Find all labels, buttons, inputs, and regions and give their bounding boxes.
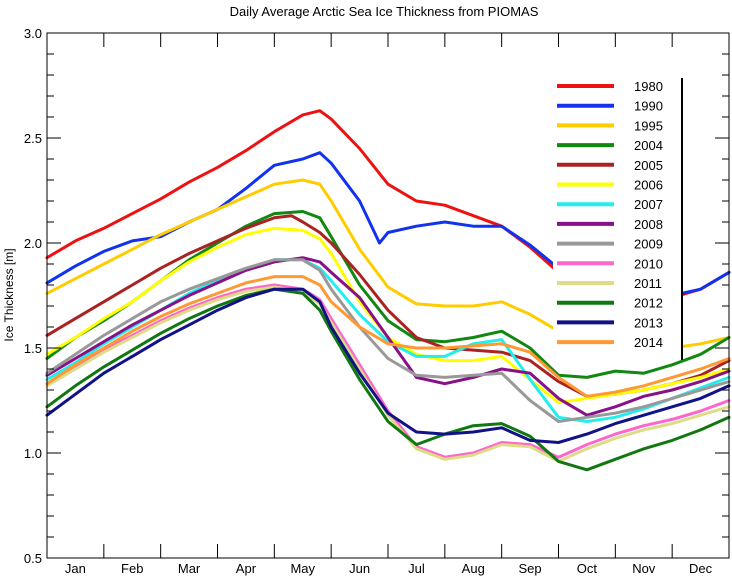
y-tick-label: 2.5 (24, 131, 42, 146)
series-layer (45, 109, 731, 472)
chart-title: Daily Average Arctic Sea Ice Thickness f… (230, 4, 539, 19)
x-tick-label-dec: Dec (689, 561, 713, 576)
legend-label-1990: 1990 (634, 99, 663, 114)
x-tick-label-nov: Nov (632, 561, 656, 576)
y-tick-label: 0.5 (24, 551, 42, 566)
series-line-2014 (45, 275, 731, 398)
legend: 1980 1990 1995 2004 2005 2006 2007 2008 2009 2010… (553, 78, 683, 360)
legend-label-1980: 1980 (634, 79, 663, 94)
series-line-2009 (45, 258, 731, 423)
legend-label-2005: 2005 (634, 158, 663, 173)
y-axis-label: Ice Thickness [m] (2, 248, 16, 341)
x-tick-label-oct: Oct (577, 561, 598, 576)
x-tick-label-jan: Jan (65, 561, 86, 576)
legend-label-2007: 2007 (634, 197, 663, 212)
series-line-2012 (45, 287, 731, 472)
legend-label-2011: 2011 (634, 276, 662, 291)
y-tick-label: 3.0 (24, 26, 42, 41)
series-line-2008 (45, 256, 731, 417)
x-tick-label-feb: Feb (121, 561, 143, 576)
x-tick-label-mar: Mar (178, 561, 201, 576)
legend-label-2012: 2012 (634, 296, 663, 311)
legend-label-2008: 2008 (634, 217, 663, 232)
legend-label-2004: 2004 (634, 138, 663, 153)
legend-label-1995: 1995 (634, 118, 663, 133)
x-tick-label-jul: Jul (408, 561, 425, 576)
series-line-2010 (45, 283, 731, 459)
legend-label-2010: 2010 (634, 256, 663, 271)
legend-label-2009: 2009 (634, 237, 663, 252)
axis-ticks: 0.5 1.0 1.5 2.0 2.5 3.0 Jan Feb Mar Apr May Jun Jul A… (24, 26, 729, 576)
x-tick-label-apr: Apr (236, 561, 257, 576)
x-tick-label-may: May (290, 561, 315, 576)
legend-label-2013: 2013 (634, 315, 663, 330)
y-tick-label: 2.0 (24, 236, 42, 251)
x-tick-label-sep: Sep (519, 561, 542, 576)
y-tick-label: 1.0 (24, 446, 42, 461)
x-tick-label-jun: Jun (349, 561, 370, 576)
legend-label-2014: 2014 (634, 335, 663, 350)
series-line-2013 (45, 287, 731, 444)
legend-label-2006: 2006 (634, 178, 663, 193)
x-tick-label-aug: Aug (462, 561, 485, 576)
y-tick-label: 1.5 (24, 341, 42, 356)
